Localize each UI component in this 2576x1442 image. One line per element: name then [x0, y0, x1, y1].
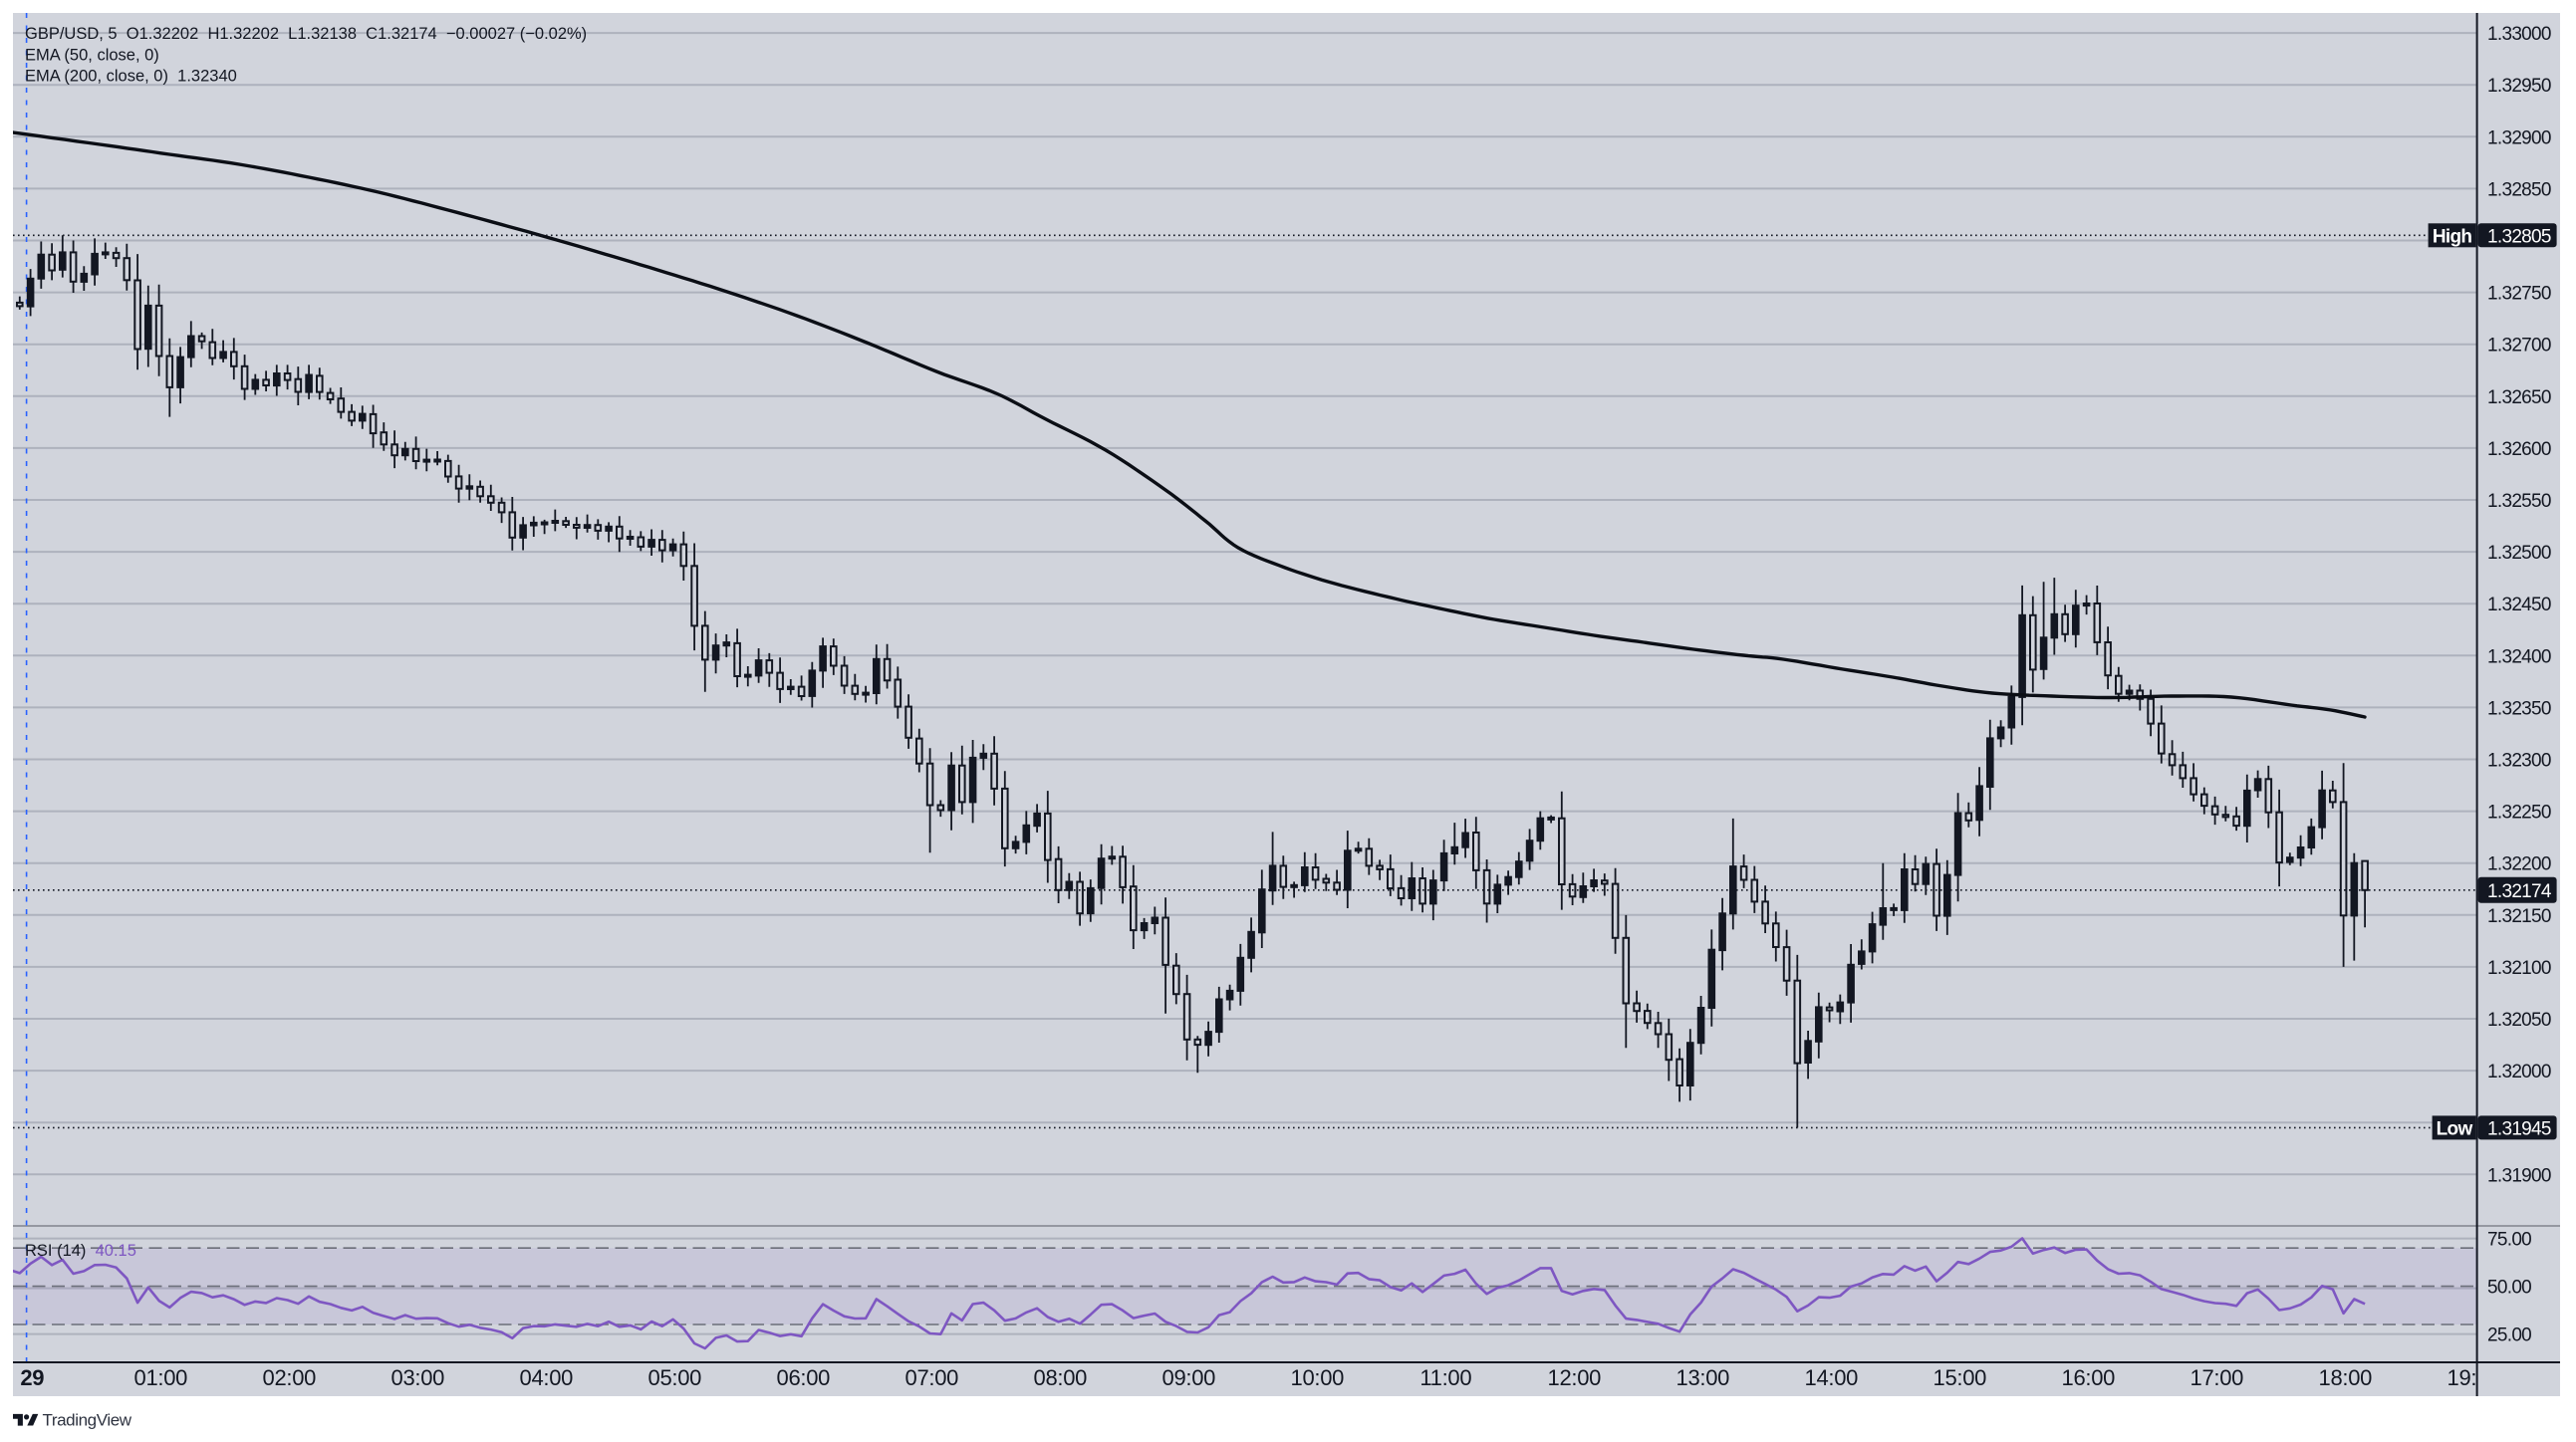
svg-text:1.32100: 1.32100: [2487, 958, 2551, 979]
svg-text:1.32450: 1.32450: [2487, 595, 2551, 615]
svg-text:25.00: 25.00: [2487, 1325, 2531, 1346]
svg-text:EMA (50, close, 0): EMA (50, close, 0): [25, 47, 159, 65]
svg-text:1.32200: 1.32200: [2487, 854, 2551, 875]
svg-text:14:00: 14:00: [1805, 1365, 1859, 1390]
svg-text:1.32174: 1.32174: [2487, 881, 2552, 902]
svg-text:1.32350: 1.32350: [2487, 698, 2551, 719]
svg-text:09:00: 09:00: [1162, 1365, 1216, 1390]
svg-text:18:00: 18:00: [2319, 1365, 2373, 1390]
svg-text:03:00: 03:00: [391, 1365, 445, 1390]
svg-text:06:00: 06:00: [777, 1365, 831, 1390]
svg-text:1.32550: 1.32550: [2487, 491, 2551, 512]
svg-text:1.32250: 1.32250: [2487, 803, 2551, 824]
svg-text:Low: Low: [2437, 1118, 2473, 1139]
svg-text:29: 29: [20, 1365, 44, 1390]
svg-text:19:00: 19:00: [2447, 1365, 2501, 1390]
svg-text:01:00: 01:00: [134, 1365, 188, 1390]
svg-text:12:00: 12:00: [1548, 1365, 1602, 1390]
svg-text:1.32300: 1.32300: [2487, 751, 2551, 772]
svg-text:1.32600: 1.32600: [2487, 439, 2551, 460]
svg-text:1.32950: 1.32950: [2487, 76, 2551, 97]
svg-text:1.33000: 1.33000: [2487, 24, 2551, 45]
svg-text:08:00: 08:00: [1034, 1365, 1088, 1390]
svg-text:1.32650: 1.32650: [2487, 387, 2551, 408]
svg-text:75.00: 75.00: [2487, 1230, 2531, 1251]
svg-text:TradingView: TradingView: [43, 1410, 132, 1429]
svg-text:1.32850: 1.32850: [2487, 179, 2551, 200]
svg-text:1.32750: 1.32750: [2487, 284, 2551, 305]
svg-text:1.32805: 1.32805: [2487, 226, 2551, 247]
svg-text:1.32900: 1.32900: [2487, 127, 2551, 148]
svg-text:RSI (14) 40.15: RSI (14) 40.15: [25, 1242, 136, 1260]
svg-text:17:00: 17:00: [2190, 1365, 2244, 1390]
svg-text:10:00: 10:00: [1291, 1365, 1345, 1390]
svg-text:GBP/USD, 5 O1.32202 H1.32202: GBP/USD, 5 O1.32202 H1.32202 L1.32138 C1…: [25, 25, 587, 43]
svg-text:1.32400: 1.32400: [2487, 646, 2551, 667]
svg-text:07:00: 07:00: [905, 1365, 959, 1390]
svg-text:1.32500: 1.32500: [2487, 543, 2551, 564]
svg-text:1.32000: 1.32000: [2487, 1062, 2551, 1082]
svg-text:1.32150: 1.32150: [2487, 906, 2551, 927]
svg-text:05:00: 05:00: [648, 1365, 702, 1390]
svg-text:15:00: 15:00: [1933, 1365, 1987, 1390]
svg-text:1.32700: 1.32700: [2487, 336, 2551, 357]
svg-text:1.32050: 1.32050: [2487, 1010, 2551, 1031]
svg-text:50.00: 50.00: [2487, 1278, 2531, 1299]
svg-text:16:00: 16:00: [2062, 1365, 2116, 1390]
svg-text:1.31945: 1.31945: [2487, 1118, 2551, 1139]
svg-text:1.31900: 1.31900: [2487, 1165, 2551, 1186]
svg-text:High: High: [2433, 226, 2472, 247]
svg-text:11:00: 11:00: [1419, 1365, 1471, 1390]
svg-text:EMA (200, close, 0) 1.32340: EMA (200, close, 0) 1.32340: [25, 68, 237, 86]
svg-text:04:00: 04:00: [520, 1365, 574, 1390]
svg-text:13:00: 13:00: [1676, 1365, 1730, 1390]
svg-text:02:00: 02:00: [263, 1365, 317, 1390]
